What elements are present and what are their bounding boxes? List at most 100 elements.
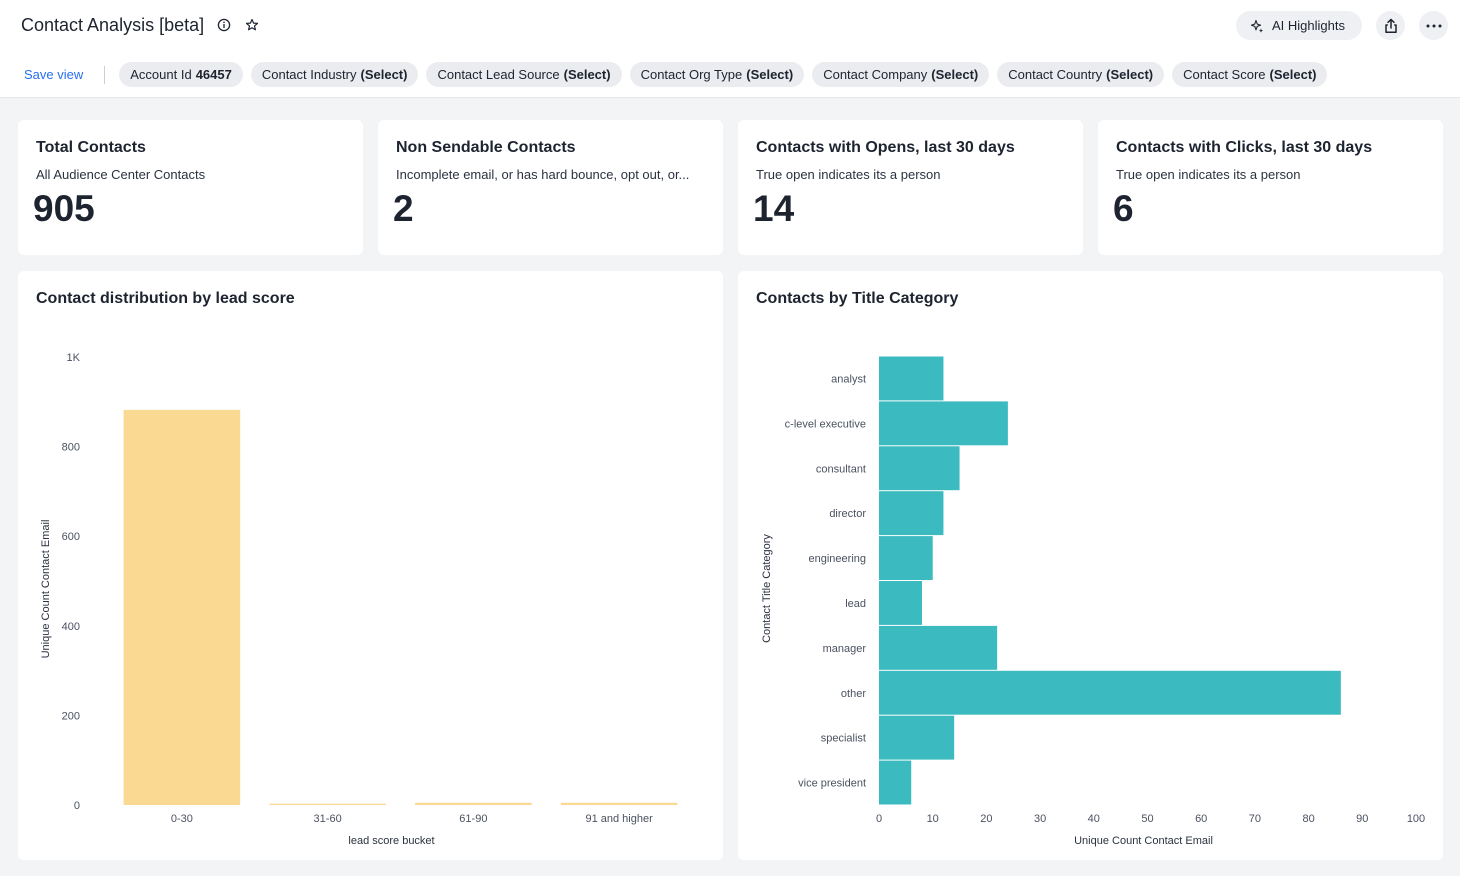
x-tick-label: 0-30 — [171, 813, 193, 825]
chart-card-lead-score[interactable]: Contact distribution by lead score 0 200 4… — [18, 271, 723, 860]
ai-highlights-button[interactable]: AI Highlights — [1236, 11, 1362, 40]
filter-chip-contact-company[interactable]: Contact Company (Select) — [812, 62, 990, 87]
bar[interactable] — [415, 802, 532, 805]
filter-chip-contact-org-type[interactable]: Contact Org Type (Select) — [629, 62, 805, 87]
filter-bar: Save view Account Id 46457 Contact Indust… — [24, 62, 1335, 87]
y-axis-title: Contact Title Category — [761, 534, 773, 643]
y-tick-label: analyst — [831, 373, 866, 385]
x-tick-label: 80 — [1302, 813, 1314, 825]
sparkle-icon — [1250, 19, 1264, 33]
filter-chip-label: Account Id — [130, 67, 192, 82]
filter-chip-value: (Select) — [563, 67, 611, 82]
y-tick-label: other — [841, 688, 866, 700]
bar[interactable] — [269, 803, 386, 805]
kpi-card-non-sendable-contacts[interactable]: Non Sendable Contacts Incomplete email, … — [378, 120, 723, 255]
filter-chip-contact-score[interactable]: Contact Score (Select) — [1172, 62, 1328, 87]
filter-chip-label: Contact Company — [823, 67, 928, 82]
y-tick-label: lead — [845, 598, 866, 610]
kpi-card-contacts-with-clicks[interactable]: Contacts with Clicks, last 30 days True … — [1098, 120, 1443, 255]
bar[interactable] — [879, 536, 933, 580]
star-icon[interactable] — [244, 17, 260, 33]
bar[interactable] — [879, 715, 955, 760]
more-icon — [1426, 24, 1441, 27]
x-tick-label: 60 — [1195, 813, 1207, 825]
bar[interactable] — [879, 356, 944, 401]
y-tick-label: 1K — [67, 352, 81, 364]
filter-chip-value: (Select) — [1269, 67, 1317, 82]
y-axis-title: Unique Count Contact Email — [40, 520, 52, 659]
kpi-card-total-contacts[interactable]: Total Contacts All Audience Center Conta… — [18, 120, 363, 255]
y-tick-label: 400 — [62, 621, 80, 633]
filter-chip-label: Contact Lead Source — [437, 67, 560, 82]
kpi-subtitle: All Audience Center Contacts — [36, 167, 206, 182]
filter-chip-label: Contact Score — [1183, 67, 1266, 82]
x-tick-label: 20 — [980, 813, 992, 825]
kpi-subtitle: True open indicates its a person — [756, 167, 941, 182]
lead-score-chart: 0 200 400 600 800 1K 0-30 31-60 61-90 91 and high… — [40, 352, 678, 847]
kpi-value: 14 — [753, 188, 795, 229]
kpi-title: Contacts with Clicks, last 30 days — [1116, 139, 1373, 156]
x-tick-label: 50 — [1141, 813, 1153, 825]
filter-divider — [104, 65, 106, 84]
page-title: Contact Analysis [beta] — [21, 14, 205, 35]
header-actions: AI Highlights — [1236, 11, 1448, 40]
x-tick-label: 100 — [1407, 813, 1425, 825]
more-options-button[interactable] — [1419, 11, 1448, 40]
save-view-link[interactable]: Save view — [24, 67, 84, 82]
filter-chip-value: (Select) — [1106, 67, 1154, 82]
x-tick-label: 61-90 — [459, 813, 487, 825]
x-tick-label: 0 — [876, 813, 882, 825]
bar[interactable] — [879, 581, 922, 625]
kpi-card-contacts-with-opens[interactable]: Contacts with Opens, last 30 days True o… — [738, 120, 1083, 255]
bar[interactable] — [879, 670, 1341, 715]
x-axis-title: lead score bucket — [348, 835, 434, 847]
y-tick-label: c-level executive — [785, 418, 866, 430]
kpi-subtitle: True open indicates its a person — [1116, 167, 1301, 182]
kpi-title: Contacts with Opens, last 30 days — [756, 139, 1015, 156]
filter-chip-label: Contact Country — [1008, 67, 1103, 82]
y-tick-label: 800 — [62, 442, 80, 454]
bar[interactable] — [879, 760, 912, 805]
filter-chip-label: Contact Org Type — [640, 67, 743, 82]
y-tick-label: 0 — [74, 800, 80, 812]
filter-chip-label: Contact Industry — [261, 67, 357, 82]
chart-card-title-category[interactable]: Contacts by Title Category analyst c-leve… — [738, 271, 1443, 860]
chart-title: Contacts by Title Category — [756, 290, 959, 307]
filter-chip-contact-industry[interactable]: Contact Industry (Select) — [250, 62, 419, 87]
x-tick-label: 10 — [927, 813, 939, 825]
filter-chip-value: (Select) — [360, 67, 408, 82]
filter-chip-account-id[interactable]: Account Id 46457 — [119, 62, 243, 87]
filter-chip-value: (Select) — [931, 67, 979, 82]
y-tick-label: consultant — [816, 463, 866, 475]
x-tick-label: 70 — [1249, 813, 1261, 825]
kpi-title: Non Sendable Contacts — [396, 139, 576, 156]
bar[interactable] — [560, 802, 678, 805]
filter-chip-contact-lead-source[interactable]: Contact Lead Source (Select) — [426, 62, 622, 87]
y-tick-label: manager — [823, 643, 867, 655]
x-tick-label: 91 and higher — [585, 813, 653, 825]
dashboard-header: Contact Analysis [beta] AI Highlights Sa… — [0, 0, 1460, 98]
x-axis-title: Unique Count Contact Email — [1074, 835, 1213, 847]
x-tick-label: 90 — [1356, 813, 1368, 825]
filter-chip-value: (Select) — [746, 67, 794, 82]
bar[interactable] — [879, 401, 1008, 446]
info-icon[interactable] — [216, 17, 232, 33]
kpi-value: 2 — [393, 188, 414, 229]
bar[interactable] — [879, 491, 944, 536]
kpi-value: 905 — [33, 188, 95, 229]
x-tick-label: 30 — [1034, 813, 1046, 825]
bar[interactable] — [123, 409, 241, 805]
title-category-chart: analyst c-level executive consultant direct… — [761, 356, 1425, 847]
y-tick-label: specialist — [821, 733, 866, 745]
y-tick-label: 200 — [62, 710, 80, 722]
bar[interactable] — [879, 446, 960, 491]
bar[interactable] — [879, 625, 998, 670]
y-tick-label: 600 — [62, 531, 80, 543]
ai-highlights-label: AI Highlights — [1272, 18, 1345, 33]
filter-chip-contact-country[interactable]: Contact Country (Select) — [997, 62, 1165, 87]
y-tick-label: vice president — [798, 778, 866, 790]
y-tick-label: director — [829, 508, 866, 520]
share-button[interactable] — [1376, 11, 1405, 40]
kpi-subtitle: Incomplete email, or has hard bounce, op… — [396, 167, 690, 182]
kpi-value: 6 — [1113, 188, 1134, 229]
